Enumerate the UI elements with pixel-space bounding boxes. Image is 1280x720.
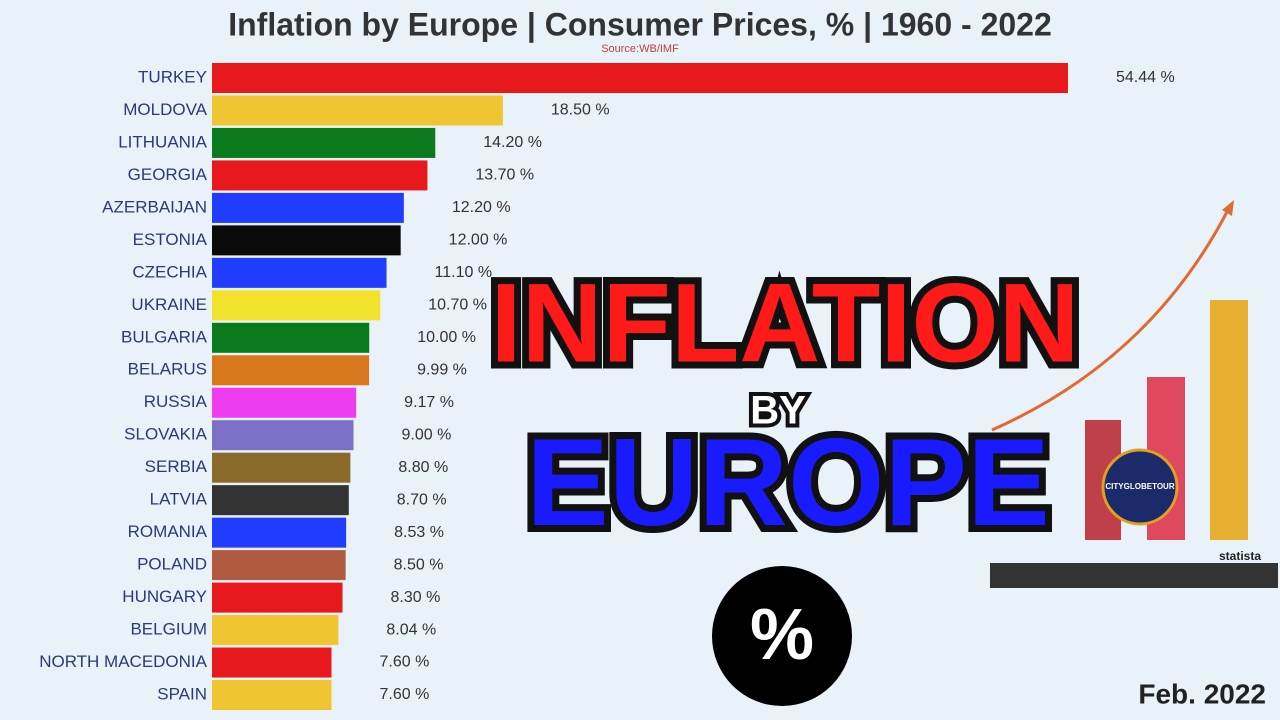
category-label: BELGIUM: [130, 620, 207, 639]
category-label: TURKEY: [138, 67, 207, 86]
value-label: 8.50 %: [394, 556, 444, 573]
logo-text: CITYGLOBETOUR: [1105, 482, 1174, 491]
value-label: 7.60 %: [380, 654, 430, 671]
value-label: 11.10 %: [435, 264, 493, 281]
brand: statista: [1219, 549, 1261, 563]
category-label: ESTONIA: [133, 230, 208, 249]
value-label: 12.20 %: [452, 199, 511, 216]
headline: INFLATION: [491, 261, 1080, 386]
bar: [212, 63, 1068, 93]
category-label: AZERBAIJAN: [102, 197, 207, 216]
value-label: 54.44 %: [1116, 69, 1175, 86]
value-label: 8.04 %: [386, 621, 436, 638]
category-label: SLOVAKIA: [124, 425, 207, 444]
bar: [212, 257, 387, 288]
bar: [212, 452, 351, 483]
bar: [212, 160, 428, 191]
bar: [212, 127, 436, 158]
logo-circle: [1101, 448, 1179, 526]
category-label: UKRAINE: [131, 295, 207, 314]
chart-title: Inflation by Europe | Consumer Prices, %…: [228, 6, 1052, 42]
deco-arrow: [991, 209, 1230, 432]
bar: [212, 647, 332, 678]
category-label: LATVIA: [150, 490, 208, 509]
bar: [212, 225, 401, 256]
bar: [212, 615, 339, 646]
bar: [212, 550, 346, 581]
badge-text: %: [750, 595, 814, 675]
value-label: 14.20 %: [483, 134, 542, 151]
bar: [212, 485, 349, 516]
value-label: 9.17 %: [404, 394, 454, 411]
headline: BY: [750, 389, 806, 433]
category-label: SPAIN: [157, 684, 207, 703]
value-label: 9.99 %: [417, 361, 467, 378]
category-label: SERBIA: [145, 457, 208, 476]
bar: [212, 680, 332, 710]
value-label: 10.70 %: [428, 297, 487, 314]
source: Source:WB/IMF: [601, 43, 679, 55]
value-label: 8.30 %: [391, 589, 441, 606]
value-label: 8.70 %: [397, 491, 447, 508]
category-label: LITHUANIA: [118, 132, 207, 151]
deco-bar: [1210, 300, 1248, 540]
value-label: 12.00 %: [449, 232, 508, 249]
value-label: 10.00 %: [417, 329, 476, 346]
value-label: 18.50 %: [551, 102, 610, 119]
bar: [212, 290, 381, 321]
category-label: HUNGARY: [122, 587, 207, 606]
bars: TURKEY 54.44 % MOLDOVA 18.50 % LITHUANIA 14.2…: [39, 63, 1175, 710]
bar: [212, 420, 354, 451]
date-label: Feb. 2022: [1138, 678, 1266, 709]
value-label: 7.60 %: [380, 686, 430, 703]
bar: [212, 355, 370, 386]
value-label: 8.80 %: [398, 459, 448, 476]
decoration: CITYGLOBETOUR statista: [990, 200, 1278, 588]
badge-circle: [712, 566, 852, 706]
headline: EUROPE: [526, 414, 1050, 552]
value-label: 8.53 %: [394, 524, 444, 541]
bar: [212, 517, 347, 548]
bar: [212, 387, 357, 418]
category-label: POLAND: [137, 555, 207, 574]
category-label: MOLDOVA: [123, 100, 207, 119]
value-label: 13.70 %: [475, 167, 534, 184]
category-label: BULGARIA: [121, 327, 208, 346]
category-label: BELARUS: [128, 360, 207, 379]
bar: [212, 582, 343, 613]
bar: [212, 322, 370, 353]
category-label: GEORGIA: [128, 165, 208, 184]
value-label: 9.00 %: [402, 426, 452, 443]
category-label: NORTH MACEDONIA: [39, 652, 207, 671]
deco-base: [990, 563, 1278, 588]
bar: [212, 95, 503, 126]
bar: [212, 192, 404, 223]
category-label: RUSSIA: [144, 392, 208, 411]
category-label: ROMANIA: [128, 522, 208, 541]
category-label: CZECHIA: [132, 262, 207, 281]
deco-arrowhead: [1222, 200, 1234, 216]
